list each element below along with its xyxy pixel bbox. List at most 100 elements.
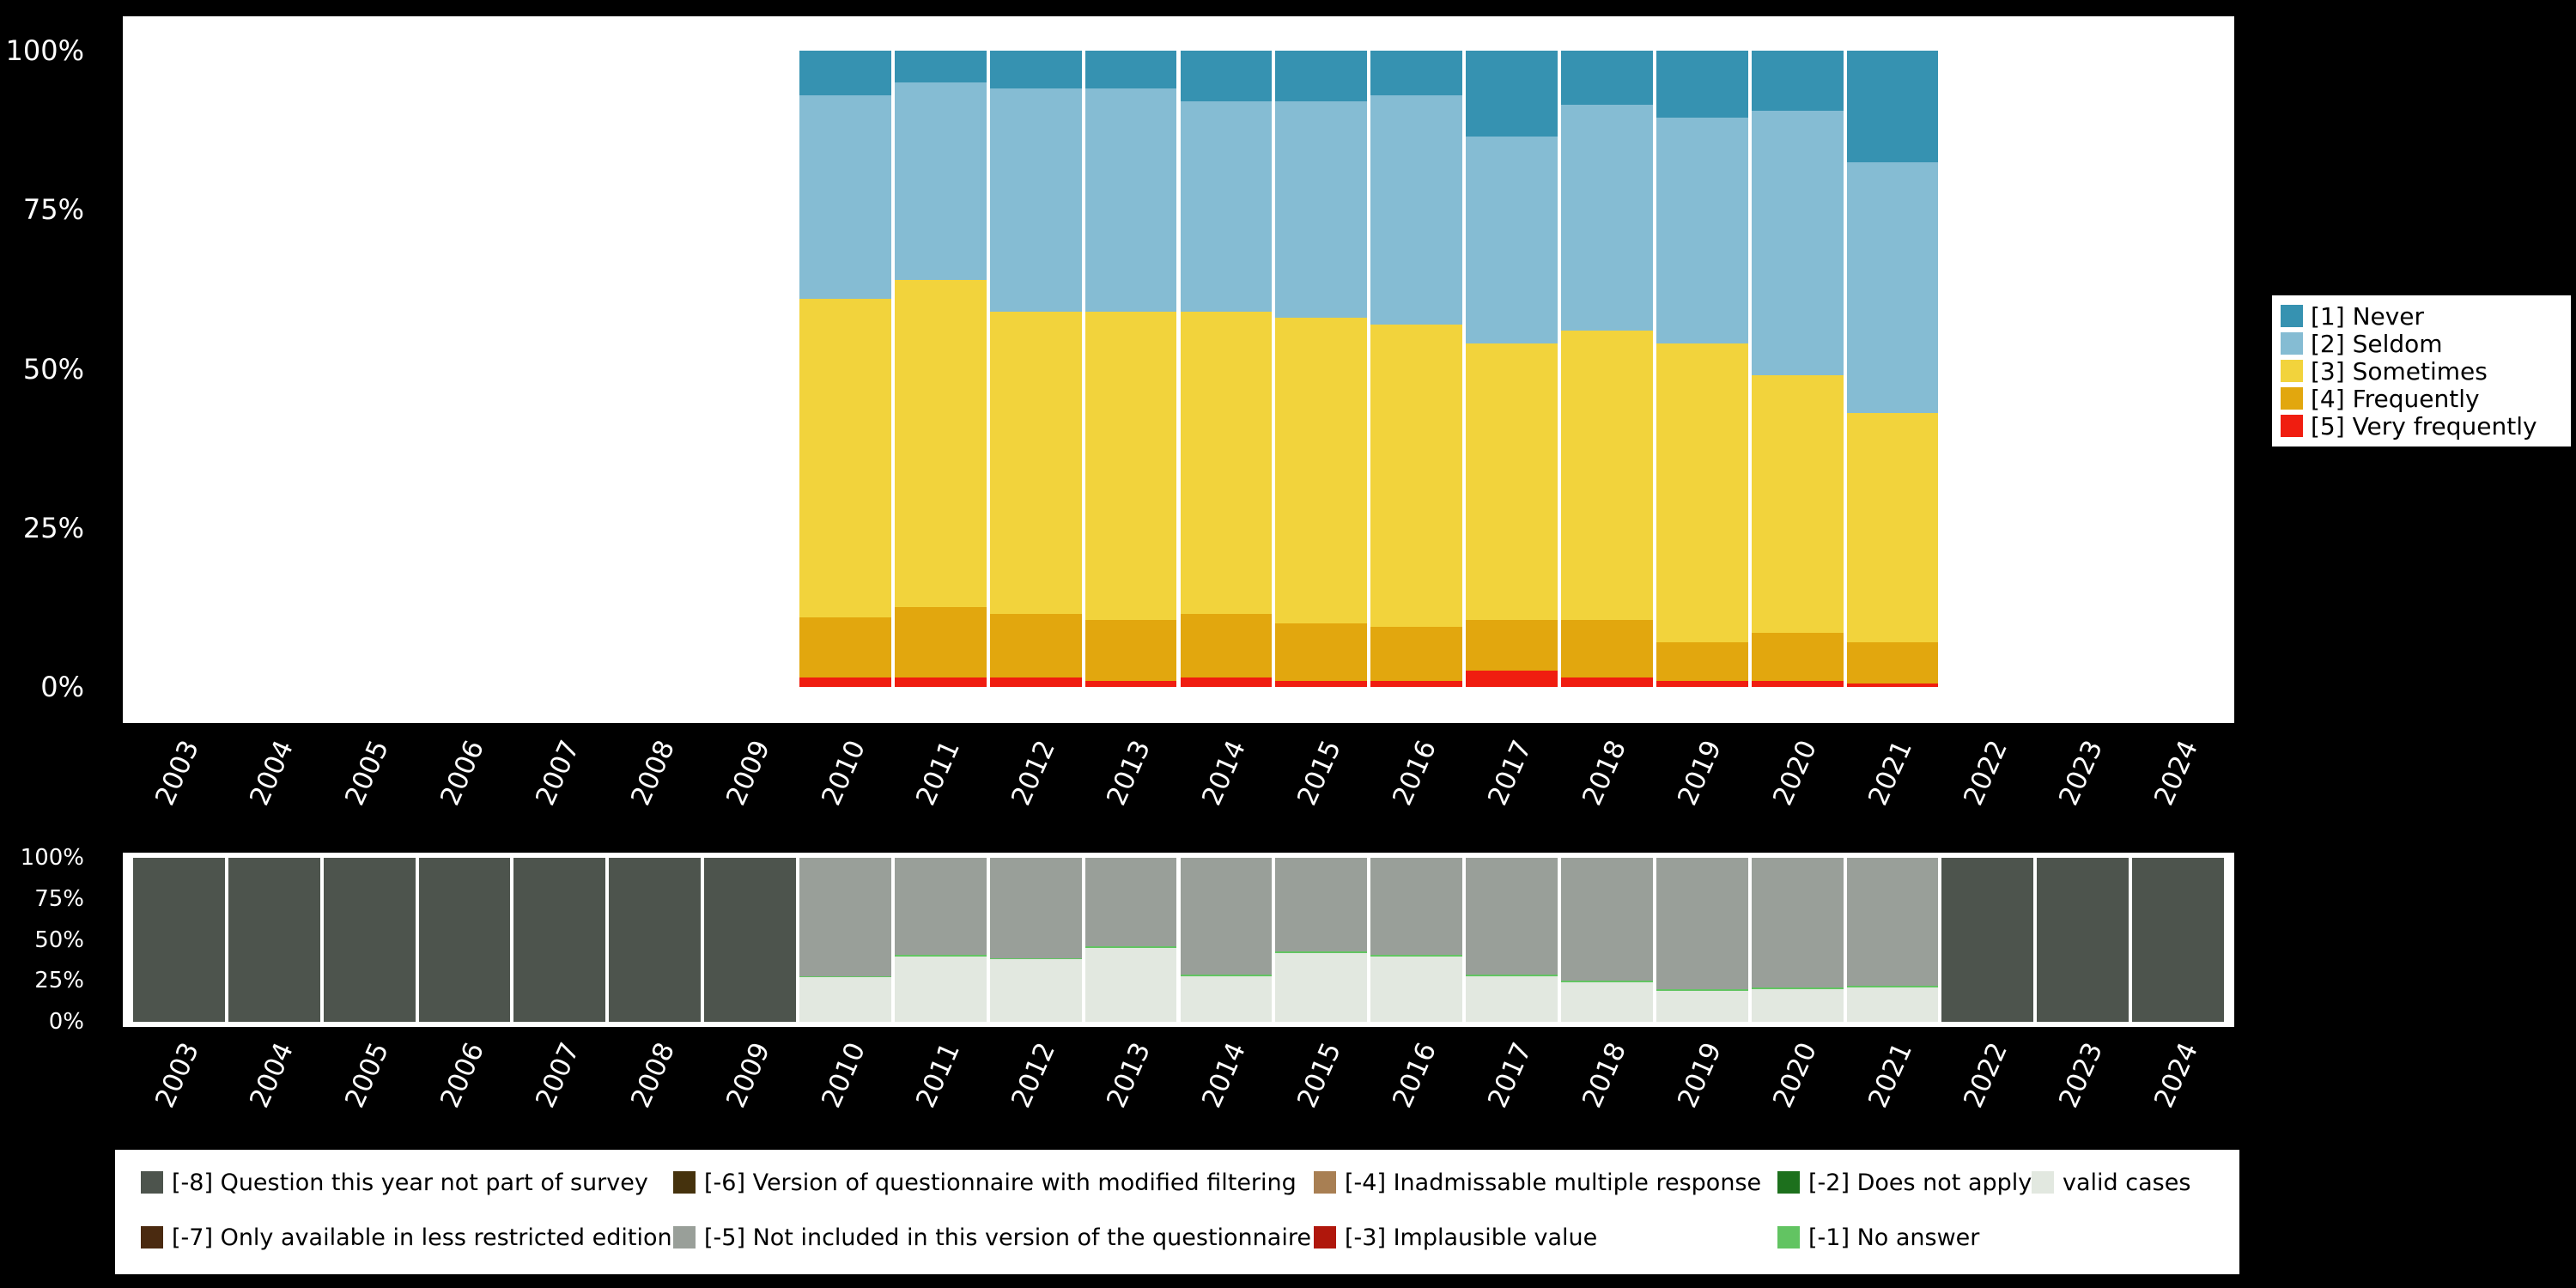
bar-segment bbox=[228, 858, 320, 1022]
bar-slot-2016 bbox=[1369, 51, 1464, 687]
bar-segment bbox=[1084, 680, 1177, 687]
bottom-chart-bars bbox=[131, 858, 2226, 1022]
stacked-bar bbox=[1180, 51, 1273, 687]
bar-slot-2019 bbox=[1655, 858, 1750, 1022]
legend-item: [-7] Only available in less restricted e… bbox=[141, 1220, 672, 1255]
top-chart-bars bbox=[131, 51, 2226, 687]
stacked-bar bbox=[228, 858, 320, 1022]
legend-item: [-3] Implausible value bbox=[1314, 1220, 1597, 1255]
x-tick-label: 2011 bbox=[910, 735, 967, 811]
x-tick-label: 2016 bbox=[1386, 1037, 1443, 1113]
stacked-bar bbox=[1846, 858, 1939, 1022]
bar-segment bbox=[1275, 680, 1368, 687]
x-tick-label: 2014 bbox=[1196, 1037, 1253, 1113]
x-tick-label: 2013 bbox=[1101, 735, 1157, 811]
bar-segment bbox=[1370, 680, 1463, 687]
legend-swatch-icon bbox=[1777, 1171, 1800, 1194]
bar-segment bbox=[1656, 988, 1748, 991]
x-tick-label: 2010 bbox=[815, 1037, 872, 1113]
bottom-chart-x-axis: 2003 2004 2005 2006 2007 2008 2009 2010 2011 2012… bbox=[131, 1034, 2226, 1145]
bar-segment bbox=[513, 858, 606, 1022]
stacked-bar bbox=[799, 858, 891, 1022]
x-tick-label: 2017 bbox=[1481, 735, 1538, 811]
bar-slot-2023 bbox=[2035, 858, 2130, 1022]
x-tick-label: 2012 bbox=[1005, 1037, 1062, 1113]
stacked-bar bbox=[2037, 858, 2129, 1022]
x-tick-label: 2019 bbox=[1672, 735, 1728, 811]
legend-swatch-icon bbox=[673, 1171, 696, 1194]
bar-slot-2020 bbox=[1750, 858, 1845, 1022]
x-tick-label: 2019 bbox=[1672, 1037, 1728, 1113]
legend-label: [-5] Not included in this version of the… bbox=[704, 1224, 1311, 1251]
x-tick-label: 2009 bbox=[720, 735, 776, 811]
bar-segment bbox=[1370, 858, 1463, 955]
stacked-bar bbox=[2132, 858, 2224, 1022]
x-tick-label: 2017 bbox=[1481, 1037, 1538, 1113]
bar-segment bbox=[1560, 51, 1653, 106]
legend-label: [3] Sometimes bbox=[2311, 356, 2488, 386]
bar-segment bbox=[894, 858, 987, 955]
stacked-bar bbox=[1656, 51, 1748, 687]
bar-slot-2012 bbox=[988, 51, 1084, 687]
x-tick-label: 2023 bbox=[2052, 735, 2109, 811]
bar-segment bbox=[1560, 981, 1653, 983]
bar-slot-2018 bbox=[1559, 858, 1655, 1022]
bar-slot-2008 bbox=[607, 858, 702, 1022]
top-chart-y-axis: 0% 25% 50% 75% 100% bbox=[0, 37, 103, 701]
stacked-bar bbox=[323, 858, 416, 1022]
bar-slot-2007 bbox=[512, 858, 607, 1022]
bar-segment bbox=[1275, 318, 1368, 623]
x-tick-label: 2005 bbox=[339, 1037, 396, 1113]
bar-segment bbox=[1084, 946, 1177, 949]
bar-slot-2017 bbox=[1464, 51, 1559, 687]
stacked-bar bbox=[1560, 858, 1653, 1022]
y-tick-label: 75% bbox=[22, 193, 84, 227]
x-tick-label: 2018 bbox=[1577, 1037, 1633, 1113]
bar-segment bbox=[1846, 683, 1939, 687]
bar-slot-2003 bbox=[131, 858, 227, 1022]
bar-segment bbox=[1846, 858, 1939, 986]
legend-item: [-8] Question this year not part of surv… bbox=[141, 1165, 648, 1200]
x-tick-label: 2020 bbox=[1767, 1037, 1824, 1113]
y-tick-label: 100% bbox=[20, 845, 84, 871]
bar-segment bbox=[1466, 671, 1558, 687]
bar-slot-2011 bbox=[893, 858, 988, 1022]
bar-segment bbox=[1466, 975, 1558, 1022]
bar-segment bbox=[1084, 858, 1177, 947]
stacked-bar bbox=[989, 51, 1082, 687]
bar-segment bbox=[989, 613, 1082, 677]
bar-segment bbox=[799, 858, 891, 976]
bar-slot-2003 bbox=[131, 51, 227, 687]
stacked-bar bbox=[1370, 858, 1463, 1022]
legend-item: [5] Very frequently bbox=[2281, 412, 2562, 440]
bar-segment bbox=[1180, 974, 1273, 976]
bar-slot-2008 bbox=[607, 51, 702, 687]
bar-segment bbox=[1084, 620, 1177, 681]
legend-label: [-6] Version of questionnaire with modif… bbox=[704, 1169, 1297, 1196]
legend-item: [4] Frequently bbox=[2281, 385, 2562, 413]
legend-item: [-2] Does not apply bbox=[1777, 1165, 2032, 1200]
bar-segment bbox=[1656, 117, 1748, 343]
legend-swatch-icon bbox=[2281, 332, 2303, 355]
legend-label: [-4] Inadmissable multiple response bbox=[1345, 1169, 1762, 1196]
bar-segment bbox=[1180, 51, 1273, 102]
stacked-bar bbox=[1084, 51, 1177, 687]
bar-slot-2004 bbox=[227, 858, 322, 1022]
stacked-bar bbox=[1084, 858, 1177, 1022]
bar-segment bbox=[609, 858, 702, 1022]
bar-segment bbox=[1466, 51, 1558, 137]
bar-segment bbox=[1560, 331, 1653, 621]
bar-slot-2022 bbox=[1940, 858, 2035, 1022]
x-tick-label: 2003 bbox=[149, 1037, 205, 1113]
bar-segment bbox=[799, 299, 891, 617]
bar-slot-2021 bbox=[1845, 858, 1941, 1022]
stacked-bar bbox=[133, 858, 225, 1022]
legend-item: [-5] Not included in this version of the… bbox=[673, 1220, 1311, 1255]
x-tick-label: 2024 bbox=[2148, 1037, 2204, 1113]
y-tick-label: 50% bbox=[34, 927, 84, 953]
bottom-chart-plot-area bbox=[123, 853, 2234, 1027]
legend-label: [-1] No answer bbox=[1808, 1224, 1980, 1251]
bar-segment bbox=[1370, 51, 1463, 95]
bar-segment bbox=[1084, 311, 1177, 621]
bar-segment bbox=[323, 858, 416, 1022]
